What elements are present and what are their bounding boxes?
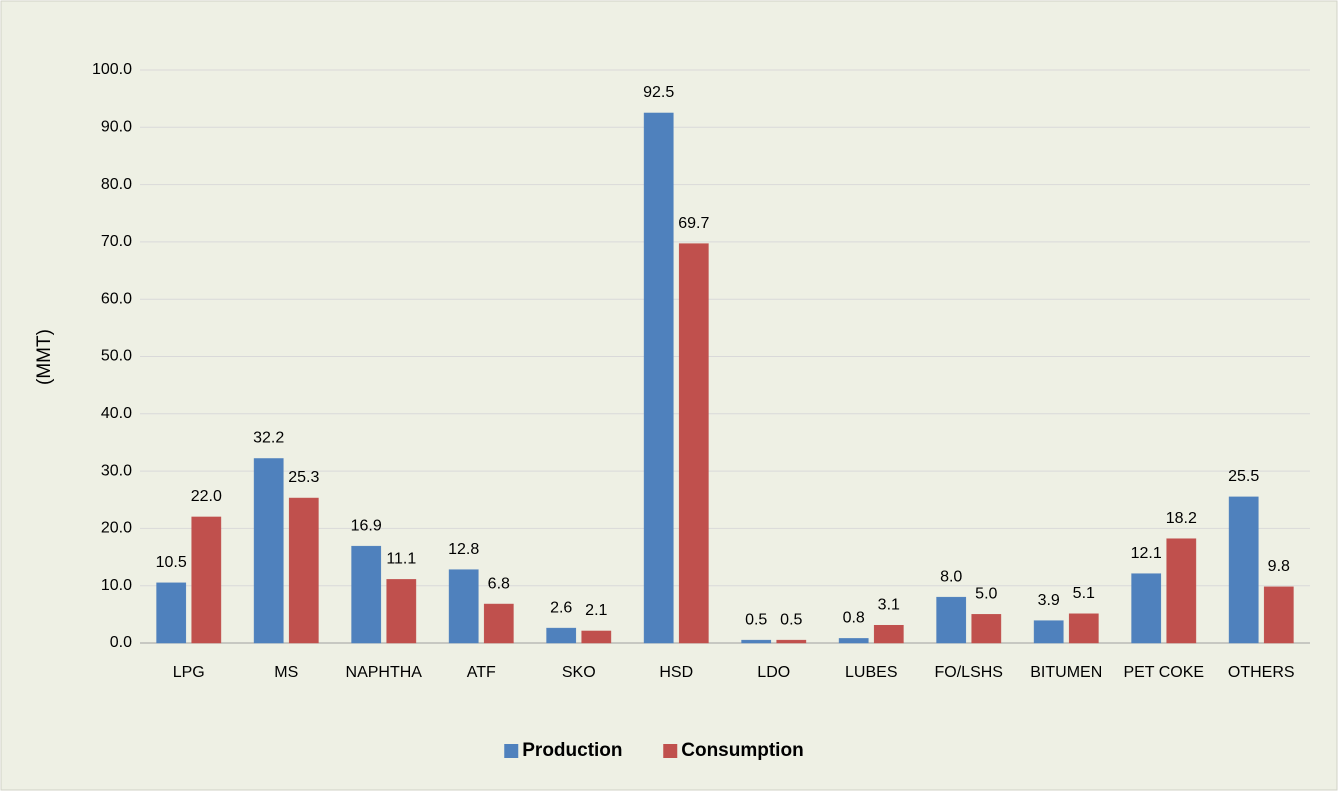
- x-tick-label: PET COKE: [1123, 664, 1204, 681]
- bar: [1166, 538, 1197, 644]
- bar: [1263, 586, 1294, 644]
- x-tick-label: OTHERS: [1228, 664, 1295, 681]
- bar: [156, 582, 187, 644]
- data-label: 11.1: [386, 551, 416, 568]
- y-tick-label: 40.0: [101, 405, 132, 422]
- y-tick-label: 10.0: [101, 577, 132, 594]
- y-tick-label: 0.0: [110, 634, 132, 651]
- bar: [971, 614, 1002, 644]
- data-label: 32.2: [253, 430, 284, 447]
- x-tick-label: HSD: [659, 664, 693, 681]
- bar: [288, 497, 319, 644]
- bar: [643, 112, 674, 644]
- x-tick-label: SKO: [562, 664, 596, 681]
- data-label: 0.8: [843, 610, 865, 627]
- bar: [776, 639, 807, 644]
- data-label: 0.5: [780, 611, 802, 628]
- bar: [838, 638, 869, 644]
- x-tick-label: LPG: [173, 664, 205, 681]
- data-label: 5.1: [1073, 585, 1095, 602]
- y-tick-label: 70.0: [101, 233, 132, 250]
- bar: [1033, 620, 1064, 644]
- data-label: 18.2: [1166, 510, 1197, 527]
- x-tick-label: NAPHTHA: [346, 664, 423, 681]
- data-label: 22.0: [191, 488, 222, 505]
- legend-swatch: [663, 744, 678, 758]
- bar: [678, 243, 709, 644]
- legend-swatch: [504, 744, 519, 758]
- x-tick-label: LDO: [757, 664, 790, 681]
- bar: [386, 579, 417, 644]
- data-label: 0.5: [745, 611, 767, 628]
- data-label: 5.0: [975, 586, 997, 603]
- legend-label: Consumption: [681, 740, 803, 761]
- legend-label: Production: [522, 740, 622, 761]
- data-label: 8.0: [940, 568, 962, 585]
- x-tick-label: BITUMEN: [1030, 664, 1102, 681]
- data-label: 25.3: [288, 469, 319, 486]
- bar: [253, 458, 284, 644]
- y-tick-label: 100.0: [92, 61, 132, 78]
- bar: [351, 545, 382, 644]
- bar: [581, 630, 612, 644]
- data-label: 2.1: [585, 602, 607, 619]
- bar: [936, 596, 967, 644]
- bar: [873, 624, 904, 644]
- data-label: 10.5: [156, 554, 187, 571]
- y-tick-label: 20.0: [101, 520, 132, 537]
- data-label: 69.7: [678, 215, 709, 232]
- data-label: 92.5: [643, 84, 674, 101]
- x-tick-label: FO/LSHS: [935, 664, 1003, 681]
- y-tick-label: 80.0: [101, 176, 132, 193]
- x-tick-label: MS: [274, 664, 298, 681]
- y-tick-label: 90.0: [101, 119, 132, 136]
- y-tick-label: 30.0: [101, 462, 132, 479]
- data-label: 9.8: [1268, 558, 1290, 575]
- bar: [448, 569, 479, 644]
- data-label: 25.5: [1228, 468, 1259, 485]
- data-label: 16.9: [351, 517, 382, 534]
- data-label: 3.1: [878, 596, 900, 613]
- bar: [546, 627, 577, 644]
- bar: [1228, 496, 1259, 644]
- data-label: 3.9: [1038, 592, 1060, 609]
- x-tick-label: ATF: [467, 664, 496, 681]
- data-label: 6.8: [488, 575, 510, 592]
- data-label: 12.8: [448, 541, 479, 558]
- bar: [1131, 573, 1162, 644]
- bar: [741, 639, 772, 644]
- data-label: 2.6: [550, 599, 572, 616]
- bar: [191, 516, 222, 644]
- bar: [1068, 613, 1099, 644]
- data-label: 12.1: [1131, 545, 1162, 562]
- bar: [483, 603, 514, 644]
- y-tick-label: 50.0: [101, 348, 132, 365]
- y-tick-label: 60.0: [101, 290, 132, 307]
- y-axis-title: (MMT): [34, 329, 55, 385]
- x-tick-label: LUBES: [845, 664, 897, 681]
